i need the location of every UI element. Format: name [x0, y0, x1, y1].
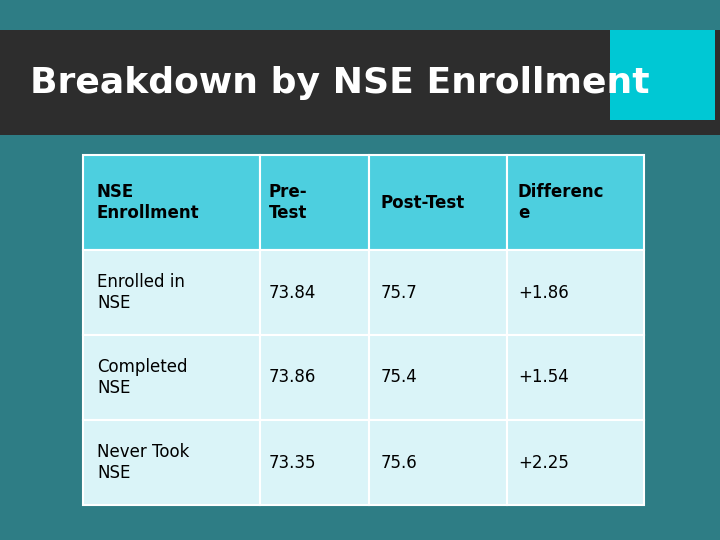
Bar — [260, 250, 369, 335]
Bar — [83, 335, 260, 420]
Text: Pre-
Test: Pre- Test — [269, 183, 307, 222]
Text: Completed
NSE: Completed NSE — [97, 358, 187, 397]
Text: 75.7: 75.7 — [380, 284, 417, 301]
Text: +1.86: +1.86 — [518, 284, 569, 301]
Text: Enrolled in
NSE: Enrolled in NSE — [97, 273, 185, 312]
Text: +1.54: +1.54 — [518, 368, 569, 387]
Bar — [507, 250, 644, 335]
Bar — [369, 250, 507, 335]
Bar — [0, 30, 720, 135]
Bar — [507, 155, 644, 250]
Bar — [83, 155, 260, 250]
Bar — [369, 335, 507, 420]
Text: Breakdown by NSE Enrollment: Breakdown by NSE Enrollment — [30, 65, 649, 99]
Text: +2.25: +2.25 — [518, 454, 569, 471]
Bar — [507, 335, 644, 420]
Text: Post-Test: Post-Test — [380, 193, 464, 212]
Text: Never Took
NSE: Never Took NSE — [97, 443, 189, 482]
Bar — [369, 420, 507, 505]
Bar — [369, 155, 507, 250]
Text: 73.86: 73.86 — [269, 368, 316, 387]
Bar — [610, 30, 715, 120]
Bar — [83, 250, 260, 335]
Text: 75.6: 75.6 — [380, 454, 417, 471]
Text: NSE
Enrollment: NSE Enrollment — [97, 183, 199, 222]
Text: 75.4: 75.4 — [380, 368, 417, 387]
Bar — [260, 420, 369, 505]
Bar — [83, 420, 260, 505]
Text: Differenc
e: Differenc e — [518, 183, 604, 222]
Bar — [507, 420, 644, 505]
Text: 73.84: 73.84 — [269, 284, 316, 301]
Bar — [260, 155, 369, 250]
Bar — [260, 335, 369, 420]
Text: 73.35: 73.35 — [269, 454, 316, 471]
